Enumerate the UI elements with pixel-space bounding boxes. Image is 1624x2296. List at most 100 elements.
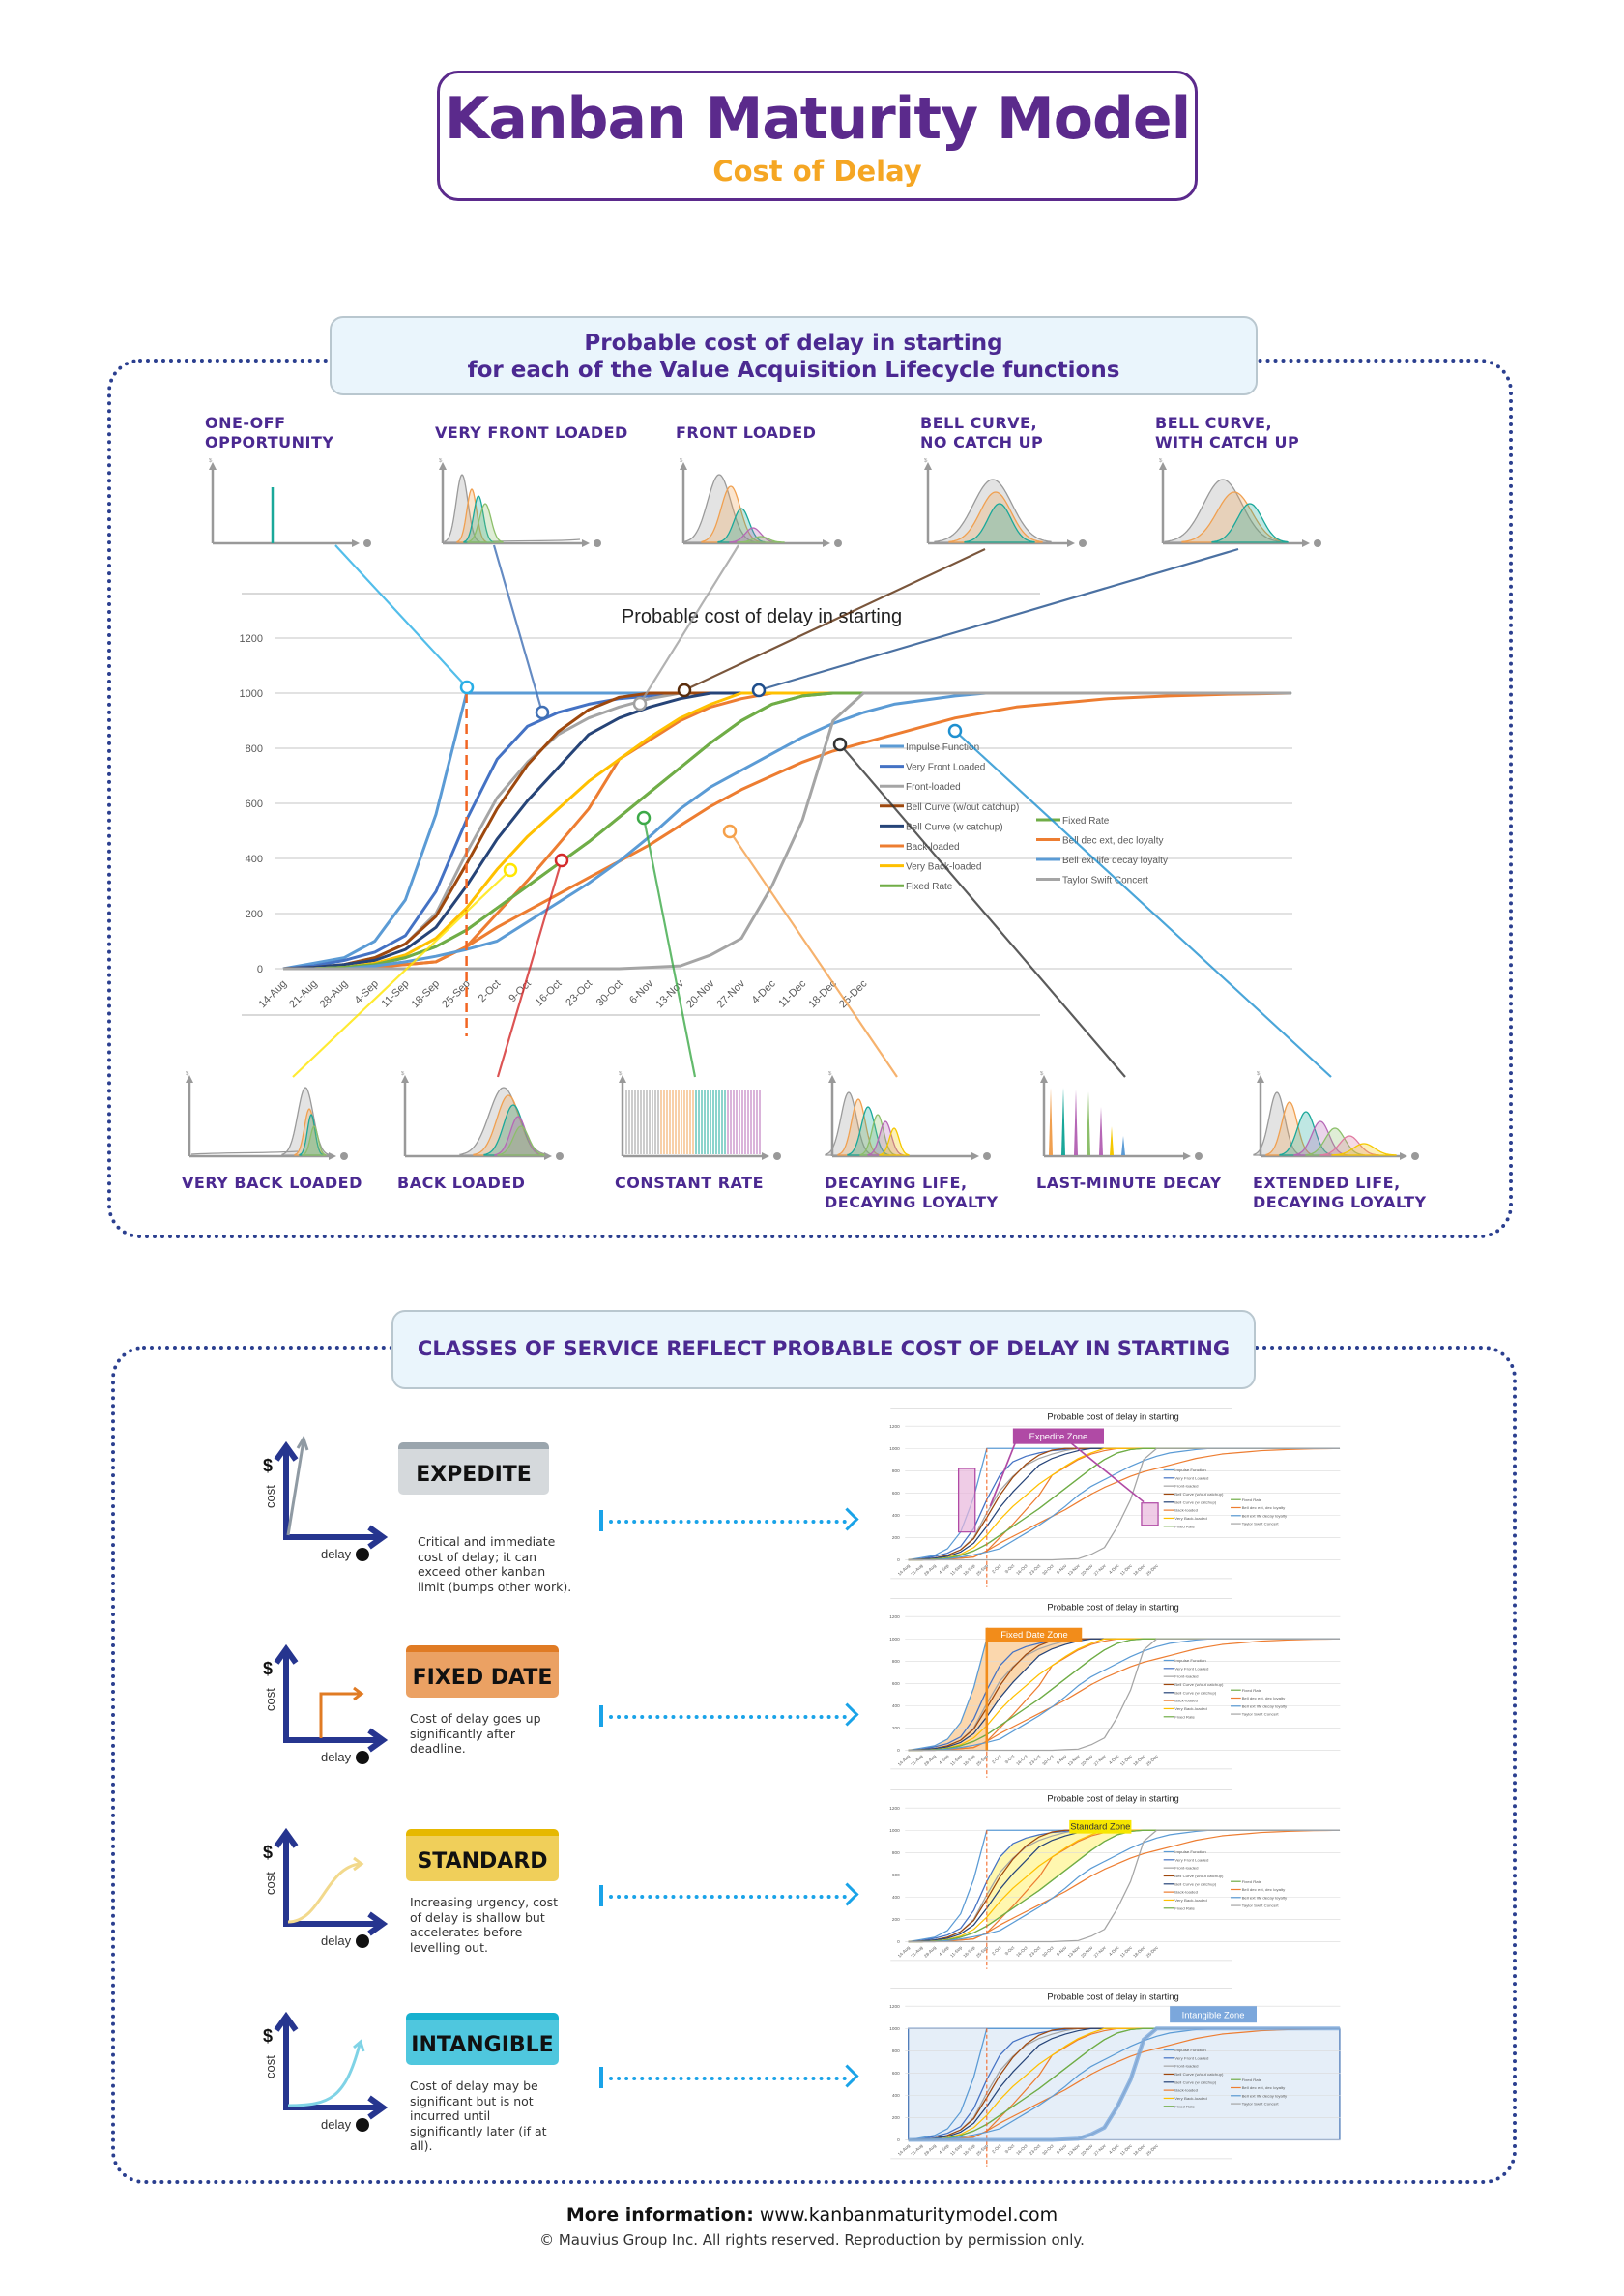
distribution-curve [737, 536, 785, 543]
distribution-curve [1293, 1120, 1348, 1156]
class-tag-fixed-date[interactable]: FIXED DATE [406, 1645, 559, 1698]
x-tick-label: 20-Nov [1080, 1945, 1094, 1959]
y-tick-label: 200 [892, 2115, 900, 2120]
x-tick-label: 9-Oct [1004, 1754, 1016, 1765]
zone-label-box [986, 1627, 1083, 1642]
x-tick-label: 6-Nov [1056, 2143, 1068, 2155]
x-tick-label: 18-Sep [410, 978, 443, 1011]
x-tick-label: 4-Dec [1108, 1563, 1120, 1575]
x-tick-label: 6-Nov [1056, 1754, 1068, 1765]
mini-x-arrow-icon [1067, 539, 1075, 547]
x-tick-label: 28-Aug [923, 1563, 938, 1577]
x-tick-label: 13-Nov [1067, 1754, 1082, 1767]
cost-curve-arrow-icon [353, 1686, 364, 1701]
y-tick-label: 200 [892, 1917, 900, 1922]
zone-label: Intangible Zone [1182, 2011, 1245, 2020]
function-chart-constant-rate: $ [619, 1071, 781, 1160]
x-tick-label: 4-Dec [749, 977, 778, 1006]
x-tick-label: 23-Oct [1029, 1945, 1042, 1958]
legend-entry: Bell Curve (w catchup) [1174, 1691, 1217, 1696]
distribution-curve [1320, 1135, 1379, 1156]
function-chart-decaying-life-decaying-loyalty: $ [825, 1071, 991, 1160]
dollar-icon: $ [828, 1071, 832, 1077]
x-tick-label: 4-Sep [938, 1754, 950, 1765]
distribution-curve [1253, 1091, 1301, 1156]
distribution-curve [701, 485, 761, 543]
x-tick-label: 25-Sep [975, 2143, 990, 2157]
x-tick-label: 11-Sep [949, 2143, 963, 2157]
cost-curve-arrow-icon [353, 2039, 365, 2052]
x-tick-label: 2-Oct [991, 1563, 1002, 1575]
x-tick-label: 21-Aug [287, 978, 320, 1011]
x-tick-label: 11-Sep [949, 1754, 963, 1767]
zone-label: Fixed Date Zone [1000, 1630, 1067, 1640]
mini-y-arrow-icon [1040, 1075, 1048, 1083]
clock-icon [1411, 1152, 1419, 1160]
y-tick-label: 200 [892, 1535, 900, 1540]
cost-curve [287, 2044, 362, 2107]
distribution-curve [302, 1125, 327, 1156]
series-line-bell-curve-w-catchup- [282, 691, 1291, 971]
legend-entry: Bell Curve (w/out catchup) [1174, 2072, 1224, 2077]
legend-entry: Bell dec ext, dec loyalty [1242, 1696, 1287, 1700]
cost-curve [287, 1862, 361, 1924]
cost-axis-label: cost [263, 2055, 277, 2078]
zone-label-box [1069, 1819, 1132, 1834]
x-tick-label: 13-Nov [653, 977, 686, 1010]
x-tick-label: 18-Dec [806, 977, 839, 1010]
class-tag-standard[interactable]: STANDARD [406, 1829, 559, 1881]
legend-entry: Very Front Loaded [906, 763, 985, 773]
y-tick-label: 1200 [889, 2004, 900, 2009]
clock-icon [834, 539, 842, 547]
y-tick-label: 600 [892, 1681, 900, 1686]
x-tick-label: 28-Aug [923, 1754, 938, 1767]
clock-icon [1195, 1152, 1203, 1160]
mini-y-arrow-icon [439, 462, 447, 470]
cost-axis-label: cost [263, 1688, 277, 1711]
legend-entry: Bell Curve (w catchup) [1174, 1882, 1217, 1887]
function-chart-back-loaded: $ [401, 1071, 564, 1160]
x-tick-label: 4-Sep [938, 2143, 950, 2155]
cost-axis-arrow-icon [274, 1440, 299, 1462]
distribution-curve [847, 1106, 889, 1156]
legend-entry: Bell dec ext, dec loyalty [1062, 836, 1164, 847]
legend-entry: Back-loaded [906, 842, 960, 853]
legend-entry: Very Front Loaded [1174, 1667, 1209, 1671]
dollar-icon: $ [263, 2026, 273, 2046]
dotted-arrow [609, 1895, 847, 1899]
x-tick-label: 11-Sep [380, 978, 412, 1010]
delay-axis-label: delay [321, 2117, 352, 2132]
decay-spike [1074, 1090, 1078, 1155]
x-tick-label: 23-Oct [1029, 1563, 1042, 1576]
legend-entry: Taylor Swift Concert [1242, 1904, 1280, 1908]
x-tick-label: 6-Nov [1056, 1563, 1068, 1575]
website-link[interactable]: www.kanbanmaturitymodel.com [759, 2204, 1058, 2225]
legend-entry: Front-loaded [1174, 1674, 1199, 1679]
dotted-arrow [609, 2077, 847, 2080]
section2-heading: CLASSES OF SERVICE REFLECT PROBABLE COST… [392, 1310, 1256, 1389]
x-tick-label: 30-Oct [1041, 1945, 1055, 1958]
legend-entry: Bell Curve (w/out catchup) [1174, 1682, 1224, 1687]
function-label-last-minute-decay: LAST-MINUTE DECAY [1036, 1174, 1222, 1192]
class-tag-expedite[interactable]: EXPEDITE [398, 1442, 549, 1495]
x-tick-label: 27-Nov [1093, 2143, 1108, 2157]
y-tick-label: 600 [892, 1873, 900, 1877]
distribution-curve [1331, 1143, 1397, 1156]
arrow-tail [599, 2067, 603, 2088]
class-description: Cost of delay may be significant but is … [410, 2078, 547, 2153]
y-tick-label: 1200 [889, 1806, 900, 1811]
y-tick-label: 0 [897, 1748, 900, 1753]
clock-icon [983, 1152, 991, 1160]
function-chart-bell-curve-no-catch-up: $ [924, 458, 1087, 547]
mini-x-arrow-icon [544, 1152, 552, 1160]
dotted-arrow [609, 1520, 847, 1524]
decay-spike [1110, 1126, 1114, 1155]
highlighted-series [908, 2026, 1340, 2142]
delay-axis-label: delay [321, 1750, 352, 1764]
function-label-extended-life-decaying-loyalty: EXTENDED LIFE, DECAYING LOYALTY [1253, 1174, 1427, 1211]
x-tick-label: 25-Dec [837, 977, 870, 1010]
class-tag-intangible[interactable]: INTANGIBLE [406, 2013, 559, 2065]
